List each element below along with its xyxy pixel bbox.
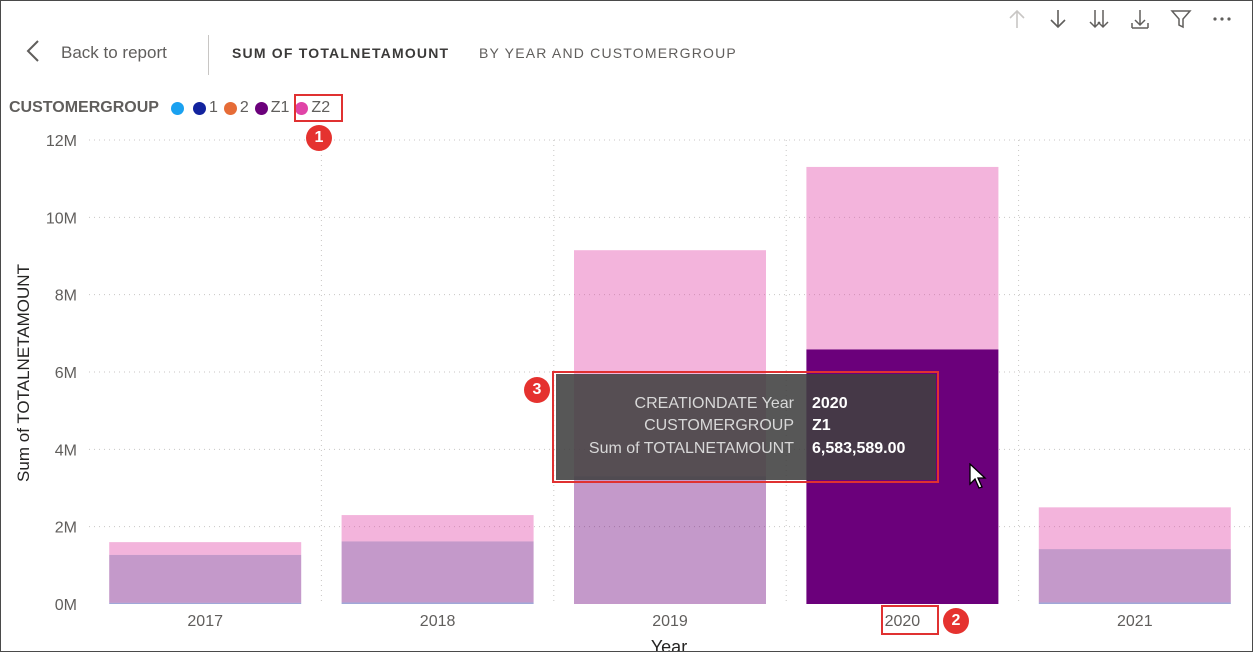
legend-dot (254, 101, 268, 115)
y-axis-title: Sum of TOTALNETAMOUNT (14, 264, 33, 482)
y-tick-label: 2M (55, 520, 77, 537)
tooltip-value: 6,583,589.00 (812, 440, 906, 457)
legend-item-1[interactable]: 1 (192, 99, 218, 117)
y-tick-label: 12M (46, 133, 77, 150)
visual-toolbar (996, 7, 1242, 31)
y-tick-label: 0M (55, 597, 77, 614)
annotation-badge-1: 1 (306, 125, 332, 151)
back-to-report-button[interactable]: Back to report (25, 39, 167, 67)
tooltip-row: CREATIONDATE Year 2020 (556, 395, 936, 417)
bar-2018-1[interactable] (341, 602, 534, 604)
tooltip-key: CUSTOMERGROUP (644, 417, 794, 434)
bar-2021-Z2[interactable] (1038, 507, 1231, 550)
bar-2018-Z2[interactable] (341, 515, 534, 542)
tooltip-key: CREATIONDATE Year (634, 395, 794, 412)
x-tick-label: 2017 (187, 613, 223, 630)
header-divider (208, 35, 209, 75)
annotation-badge-3: 3 (524, 377, 550, 403)
legend-dot (223, 101, 237, 115)
tooltip-value: 2020 (812, 395, 848, 412)
legend-dot (170, 101, 184, 115)
annotation-box-axis-2020 (881, 605, 939, 635)
expand-hierarchy-icon[interactable] (1119, 7, 1160, 31)
bar-2021-Z1[interactable] (1038, 549, 1231, 603)
x-axis-title: Year (651, 637, 687, 652)
bar-2021-1[interactable] (1038, 602, 1231, 604)
bar-2017-Z1[interactable] (109, 554, 302, 603)
annotation-box-legend-z1 (294, 94, 343, 122)
bar-2017-Z2[interactable] (109, 542, 302, 555)
chevron-left-icon (25, 39, 41, 68)
expand-next-level-icon[interactable] (1078, 7, 1119, 31)
legend-label: Z1 (270, 99, 290, 116)
legend-label: 2 (239, 99, 249, 116)
x-tick-label: 2019 (652, 613, 688, 630)
drill-up-icon[interactable] (996, 7, 1037, 31)
y-tick-label: 6M (55, 365, 77, 382)
legend-title: CUSTOMERGROUP (9, 99, 159, 116)
mouse-pointer-icon (969, 462, 989, 496)
legend-item-z2[interactable]: Z2 (295, 99, 330, 117)
y-tick-label: 4M (55, 442, 77, 459)
legend-dot (192, 101, 206, 115)
bar-2018-Z1[interactable] (341, 541, 534, 603)
legend-dot (295, 101, 309, 115)
tooltip-value: Z1 (812, 417, 831, 434)
visual-title-dimensions: BY YEAR AND CUSTOMERGROUP (479, 45, 737, 61)
visual-title-measure: SUM OF TOTALNETAMOUNT (232, 45, 450, 61)
tooltip-row: CUSTOMERGROUP Z1 (556, 417, 936, 439)
bar-2017-1[interactable] (109, 602, 302, 604)
y-tick-label: 8M (55, 288, 77, 305)
tooltip-key: Sum of TOTALNETAMOUNT (588, 440, 794, 457)
data-tooltip: CREATIONDATE Year 2020 CUSTOMERGROUP Z1 … (556, 374, 936, 480)
x-tick-label: 2021 (1117, 613, 1153, 630)
drill-down-icon[interactable] (1037, 7, 1078, 31)
x-tick-label: 2018 (420, 613, 456, 630)
filter-icon[interactable] (1160, 7, 1201, 31)
x-tick-label: 2020 (885, 613, 921, 630)
tooltip-row: Sum of TOTALNETAMOUNT 6,583,589.00 (556, 440, 936, 462)
bar-2020-Z2[interactable] (806, 166, 999, 350)
legend-item-2[interactable]: 2 (223, 99, 249, 117)
y-tick-label: 10M (46, 210, 77, 227)
legend-label: Z2 (311, 99, 331, 116)
legend-item-z1[interactable]: Z1 (254, 99, 290, 117)
annotation-badge-2: 2 (943, 608, 969, 634)
annotation-box-tooltip (552, 371, 939, 483)
more-options-icon[interactable] (1201, 7, 1242, 31)
back-label: Back to report (61, 43, 167, 62)
bar-2019-Z1[interactable] (574, 476, 766, 604)
legend-item-blank[interactable] (170, 101, 187, 115)
legend: CUSTOMERGROUP 1 2 Z1 Z2 (9, 97, 336, 119)
legend-label: 1 (208, 99, 218, 116)
